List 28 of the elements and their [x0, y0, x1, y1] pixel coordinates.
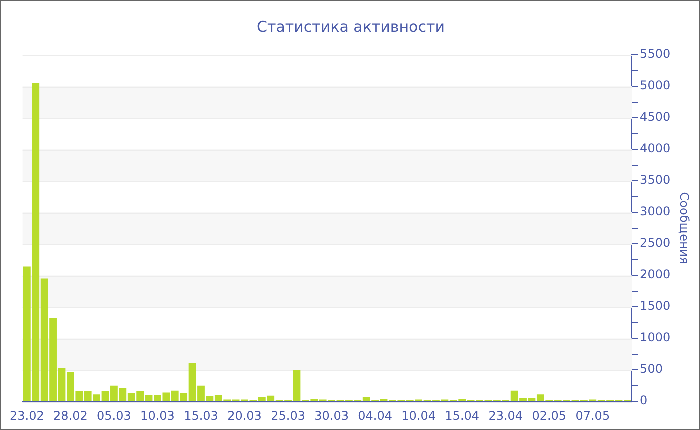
- x-tick-label: 25.03: [271, 408, 306, 423]
- y-tick-label: 2500: [640, 236, 671, 250]
- y-tick-label: 5000: [640, 78, 671, 93]
- y-tick-label: 2000: [640, 268, 671, 282]
- y-axis-title: Сообщения: [678, 192, 692, 264]
- x-tick-label: 10.04: [402, 408, 436, 423]
- x-tick-label: 28.02: [54, 408, 88, 423]
- y-tick-label: 1000: [640, 330, 671, 345]
- y-tick-label: 4000: [640, 142, 671, 156]
- y-tick-label: 1500: [640, 299, 671, 314]
- x-tick-label: 30.03: [314, 408, 349, 423]
- x-tick-label: 04.04: [358, 408, 392, 423]
- y-tick-label: 3500: [640, 173, 671, 188]
- x-tick-label: 02.05: [532, 408, 567, 423]
- x-tick-label: 10.03: [140, 408, 175, 423]
- y-tick-label: 5500: [640, 47, 671, 62]
- x-tick-label: 20.03: [228, 408, 262, 423]
- x-tick-label: 23.04: [488, 408, 524, 423]
- x-tick-label: 15.04: [445, 408, 480, 423]
- y-tick-label: 0: [640, 394, 648, 408]
- x-tick-label: 15.03: [184, 408, 218, 423]
- chart-title: Статистика активности: [257, 18, 445, 36]
- y-tick-label: 3000: [640, 204, 671, 219]
- x-tick-label: 23.02: [10, 408, 44, 423]
- x-tick-label: 05.03: [97, 408, 132, 423]
- x-tick-label: 07.05: [576, 408, 610, 423]
- y-tick-label: 4500: [640, 110, 671, 124]
- y-tick-label: 500: [640, 362, 663, 376]
